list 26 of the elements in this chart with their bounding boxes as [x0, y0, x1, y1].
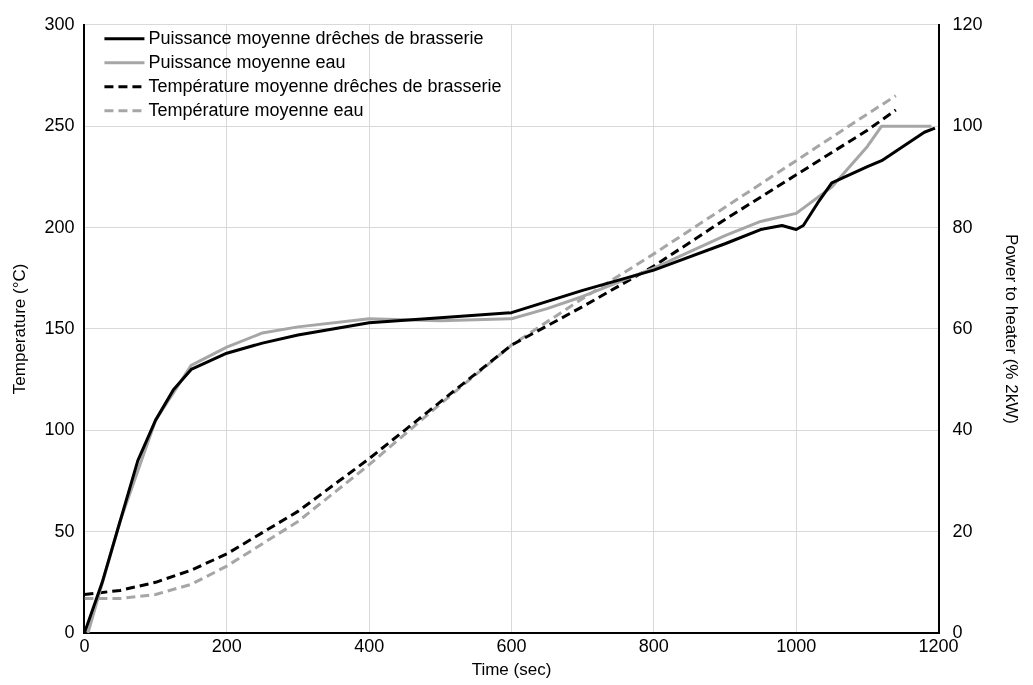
- y-tick-label: 0: [64, 621, 75, 642]
- x-tick-label: 1000: [776, 635, 817, 656]
- y2-tick-label: 80: [952, 216, 973, 237]
- legend-label: Puissance moyenne drêches de brasserie: [148, 27, 484, 48]
- y2-tick-label: 40: [952, 419, 973, 440]
- legend-label: Puissance moyenne eau: [148, 51, 346, 72]
- y-tick-label: 250: [44, 115, 75, 136]
- x-tick-label: 800: [638, 635, 669, 656]
- legend-label: Température moyenne eau: [148, 99, 364, 120]
- y-tick-label: 100: [44, 419, 75, 440]
- y2-axis-title: Power to heater (% 2kW): [1002, 233, 1022, 424]
- y2-tick-label: 120: [952, 13, 983, 34]
- y2-tick-label: 100: [952, 115, 983, 136]
- y-axis-title: Temperature (°C): [9, 263, 29, 395]
- x-tick-label: 400: [354, 635, 385, 656]
- y-tick-label: 50: [54, 520, 75, 541]
- x-tick-label: 200: [211, 635, 242, 656]
- y-tick-label: 300: [44, 13, 75, 34]
- legend-label: Température moyenne drêches de brasserie: [148, 75, 502, 96]
- y2-tick-label: 20: [952, 520, 973, 541]
- y-tick-label: 150: [44, 317, 75, 338]
- x-axis-title: Time (sec): [471, 660, 552, 680]
- x-tick-label: 600: [496, 635, 527, 656]
- x-tick-label: 0: [79, 635, 90, 656]
- y2-tick-label: 60: [952, 317, 973, 338]
- y-tick-label: 200: [44, 216, 75, 237]
